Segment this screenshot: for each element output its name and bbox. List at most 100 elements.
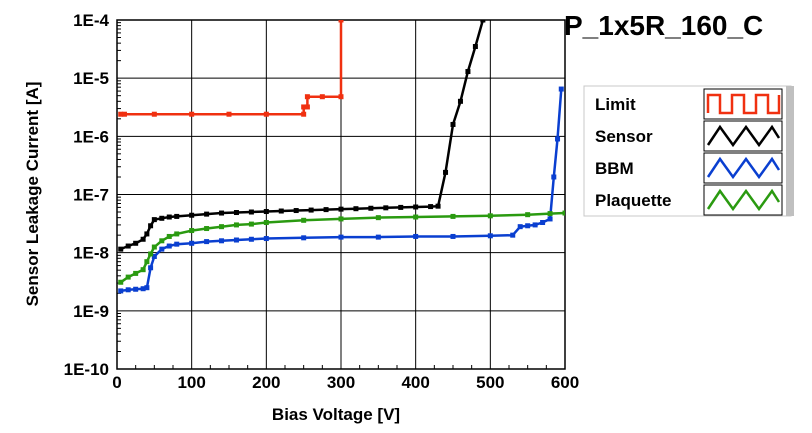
- data-point-bbm: [204, 239, 210, 245]
- legend-scrollbar[interactable]: [786, 86, 794, 216]
- data-point-limit: [301, 104, 307, 110]
- x-axis-title: Bias Voltage [V]: [272, 405, 400, 424]
- data-point-bbm: [166, 243, 172, 249]
- data-point-plaquette: [375, 215, 381, 221]
- data-point-bbm: [151, 253, 157, 259]
- y-tick-label: 1E-10: [64, 360, 109, 379]
- data-point-limit: [338, 20, 344, 23]
- data-point-sensor: [233, 210, 239, 216]
- series-line-sensor: [120, 20, 485, 251]
- data-point-sensor: [450, 121, 456, 127]
- data-point-bbm: [525, 223, 531, 229]
- data-point-bbm: [248, 236, 254, 242]
- data-point-limit: [121, 111, 127, 117]
- data-point-plaquette: [413, 214, 419, 220]
- data-point-sensor: [383, 205, 389, 211]
- data-point-plaquette: [151, 244, 157, 250]
- data-point-bbm: [517, 224, 523, 230]
- x-tick-label: 400: [401, 373, 429, 392]
- data-point-bbm: [189, 240, 195, 246]
- data-point-plaquette: [174, 231, 180, 237]
- data-point-sensor: [189, 212, 195, 218]
- data-point-bbm: [555, 136, 561, 142]
- data-point-plaquette: [140, 267, 146, 273]
- data-point-sensor: [118, 246, 124, 252]
- data-point-plaquette: [118, 279, 124, 285]
- data-point-plaquette: [263, 220, 269, 226]
- data-point-plaquette: [144, 259, 150, 265]
- y-tick-label: 1E-9: [73, 302, 109, 321]
- data-point-plaquette: [450, 213, 456, 219]
- data-point-bbm: [413, 233, 419, 239]
- data-point-sensor: [204, 211, 210, 217]
- data-point-limit: [151, 111, 157, 117]
- data-point-sensor: [443, 169, 449, 175]
- legend-swatch-sensor: [703, 120, 783, 152]
- data-point-sensor: [353, 206, 359, 212]
- y-tick-label: 1E-6: [73, 127, 109, 146]
- data-point-limit: [319, 94, 325, 100]
- data-point-sensor: [144, 231, 150, 237]
- data-point-sensor: [125, 243, 131, 249]
- data-point-plaquette: [125, 274, 131, 280]
- data-point-plaquette: [301, 217, 307, 223]
- grid-lines: [117, 20, 565, 369]
- data-point-bbm: [148, 265, 154, 271]
- data-point-bbm: [547, 216, 553, 222]
- x-tick-label: 600: [551, 373, 579, 392]
- legend-line-limit: [706, 93, 781, 115]
- data-point-sensor: [133, 240, 139, 246]
- data-point-bbm: [219, 238, 225, 244]
- data-point-sensor: [248, 209, 254, 215]
- data-point-sensor: [159, 215, 165, 221]
- data-point-plaquette: [562, 210, 565, 216]
- legend-swatch-bbm: [703, 152, 783, 184]
- data-point-sensor: [338, 206, 344, 212]
- y-tick-label: 1E-5: [73, 69, 109, 88]
- data-point-bbm: [450, 233, 456, 239]
- data-point-limit: [338, 94, 344, 100]
- x-tick-labels: 0 100 200 300 400 500 600: [112, 373, 579, 392]
- data-point-sensor: [480, 20, 486, 23]
- data-point-limit: [304, 104, 310, 110]
- data-point-bbm: [540, 220, 546, 226]
- data-point-plaquette: [148, 251, 154, 257]
- data-point-sensor: [148, 223, 154, 229]
- data-point-sensor: [219, 210, 225, 216]
- data-point-sensor: [174, 213, 180, 219]
- data-point-sensor: [472, 44, 478, 50]
- y-tick-label: 1E-7: [73, 186, 109, 205]
- data-point-sensor: [398, 204, 404, 210]
- data-point-plaquette: [189, 228, 195, 234]
- data-point-bbm: [144, 285, 150, 291]
- data-point-sensor: [140, 236, 146, 242]
- y-tick-label: 1E-4: [73, 11, 109, 30]
- data-point-plaquette: [248, 221, 254, 227]
- data-point-bbm: [174, 241, 180, 247]
- x-tick-label: 500: [476, 373, 504, 392]
- legend-swatch-plaquette: [703, 184, 783, 216]
- data-point-sensor: [166, 214, 172, 220]
- data-point-plaquette: [487, 213, 493, 219]
- data-point-bbm: [233, 237, 239, 243]
- x-tick-label: 100: [177, 373, 205, 392]
- data-point-limit: [301, 111, 307, 117]
- data-point-plaquette: [219, 224, 225, 230]
- data-point-bbm: [263, 236, 269, 242]
- data-point-bbm: [140, 286, 146, 292]
- data-point-plaquette: [204, 226, 210, 232]
- data-point-sensor: [465, 69, 471, 75]
- legend-line-sensor: [706, 124, 781, 148]
- chart-title: P_1x5R_160_C: [564, 10, 763, 41]
- legend-label-limit: Limit: [595, 95, 636, 114]
- data-point-limit: [304, 94, 310, 100]
- data-point-sensor: [278, 208, 284, 214]
- data-point-bbm: [551, 174, 557, 180]
- legend: Limit Sensor BBM Plaquette: [583, 85, 794, 217]
- data-point-limit: [189, 111, 195, 117]
- legend-line-plaquette: [706, 188, 781, 212]
- legend-label-plaquette: Plaquette: [595, 191, 672, 210]
- series-layer: [118, 20, 565, 294]
- legend-label-sensor: Sensor: [595, 127, 653, 146]
